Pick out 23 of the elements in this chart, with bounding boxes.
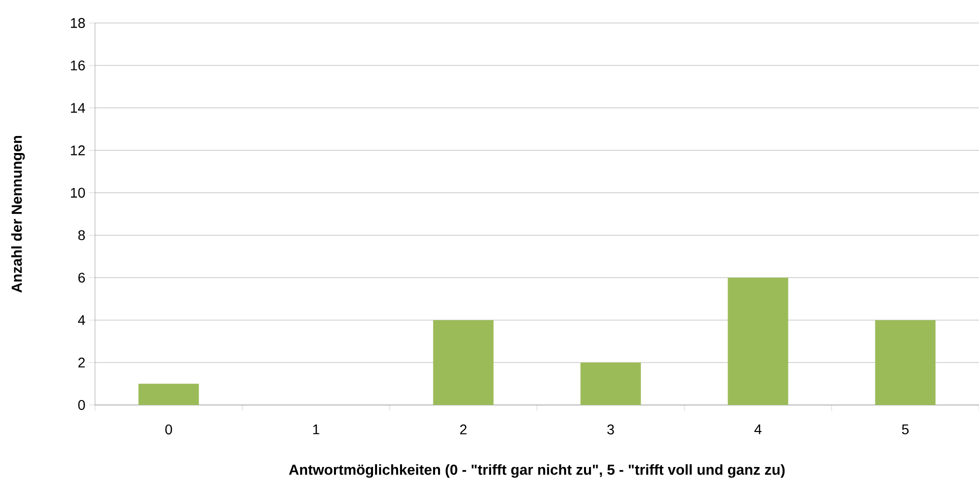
y-tick-label: 0	[78, 400, 85, 410]
x-tick-label: 1	[313, 424, 320, 434]
y-tick-label: 6	[78, 272, 85, 283]
x-tick-label: 4	[754, 424, 762, 434]
bar	[875, 320, 936, 405]
y-tick-label: 4	[78, 315, 86, 325]
bar	[138, 384, 199, 405]
x-tick-label: 0	[165, 424, 172, 434]
x-tick-label: 2	[460, 424, 467, 434]
y-tick-label: 10	[70, 188, 85, 198]
x-tick-label: 3	[607, 424, 614, 434]
y-tick-label: 16	[70, 60, 85, 70]
x-tick-label: 5	[902, 424, 909, 434]
bar	[580, 362, 641, 405]
y-tick-label: 12	[70, 145, 85, 156]
y-tick-label: 8	[78, 230, 85, 240]
bar	[433, 320, 494, 405]
x-axis-title: Antwortmöglichkeiten (0 - "trifft gar nicht zu", 5 - "trifft voll und ganz zu)	[289, 464, 785, 478]
y-tick-label: 14	[70, 103, 86, 113]
bar	[728, 278, 788, 405]
y-tick-label: 18	[70, 18, 85, 28]
y-tick-label: 2	[78, 358, 85, 368]
y-axis-title: Anzahl der Nennungen	[11, 136, 25, 293]
